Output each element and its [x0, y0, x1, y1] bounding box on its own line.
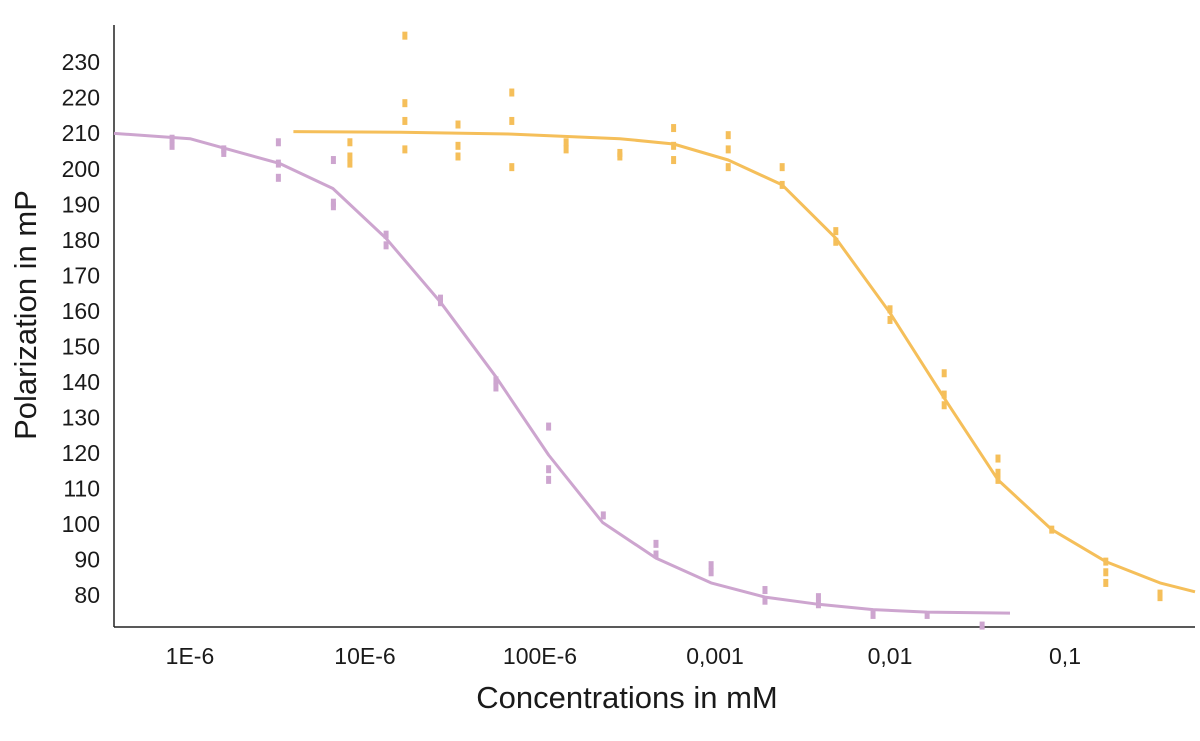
data-point [653, 539, 659, 548]
data-point [563, 145, 569, 154]
data-point [762, 596, 768, 605]
data-point [1157, 593, 1163, 602]
y-tick-label: 140 [62, 369, 100, 395]
data-point [330, 156, 336, 165]
x-tick-label: 0,1 [1049, 643, 1081, 669]
fit-curve [113, 131, 1011, 615]
data-point [455, 120, 461, 129]
data-point [671, 156, 677, 165]
y-tick-label: 180 [62, 227, 100, 253]
y-tick-label: 120 [62, 440, 100, 466]
y-axis-title: Polarization in mP [8, 190, 43, 440]
x-tick-label: 10E-6 [334, 643, 395, 669]
data-point [509, 88, 515, 97]
data-point [169, 141, 175, 150]
x-axis-title: Concentrations in mM [476, 680, 778, 715]
data-point [941, 390, 947, 399]
data-point [979, 621, 985, 630]
y-tick-label: 200 [62, 156, 100, 182]
data-point [330, 202, 336, 211]
data-point [546, 465, 552, 474]
data-point [887, 305, 893, 314]
data-point [455, 141, 461, 150]
data-point [671, 124, 677, 133]
data-point [383, 230, 389, 239]
data-point [347, 159, 353, 168]
data-point [725, 131, 731, 140]
data-point [941, 401, 947, 410]
data-point [725, 163, 731, 172]
data-point [563, 138, 569, 147]
y-tick-label: 110 [63, 476, 100, 502]
x-tick-label: 0,01 [868, 643, 913, 669]
data-point [275, 173, 281, 182]
y-tick-label: 210 [62, 120, 100, 146]
data-point [347, 138, 353, 147]
data-point [546, 475, 552, 484]
data-point [402, 145, 408, 154]
data-point [402, 31, 408, 40]
data-point [509, 163, 515, 172]
data-point [833, 227, 839, 236]
y-tick-label: 190 [62, 191, 100, 217]
y-tick-label: 100 [62, 511, 100, 537]
data-point [671, 141, 677, 150]
y-tick-label: 230 [62, 49, 100, 75]
data-point [402, 99, 408, 108]
data-point [708, 561, 714, 570]
data-point [402, 116, 408, 125]
x-tick-label: 1E-6 [166, 643, 215, 669]
data-point [493, 376, 499, 385]
data-point [995, 468, 1001, 477]
data-point [815, 593, 821, 602]
data-point [779, 163, 785, 172]
x-tick-label: 100E-6 [503, 643, 577, 669]
fit-curve [293, 130, 1196, 594]
y-tick-label: 160 [62, 298, 100, 324]
y-tick-label: 220 [62, 85, 100, 111]
data-point [617, 152, 623, 161]
y-tick-label: 150 [62, 333, 100, 359]
y-tick-label: 80 [74, 582, 100, 608]
data-point [275, 138, 281, 147]
data-point [347, 152, 353, 161]
data-point [725, 145, 731, 154]
data-point [924, 610, 930, 619]
data-point [995, 454, 1001, 463]
data-point [455, 152, 461, 161]
data-point [870, 610, 876, 619]
y-tick-label: 90 [74, 547, 100, 573]
data-point [653, 550, 659, 559]
data-point [708, 568, 714, 577]
x-tick-label: 0,001 [686, 643, 744, 669]
data-point [509, 116, 515, 125]
data-point [546, 422, 552, 431]
data-point [600, 511, 606, 520]
data-point [941, 369, 947, 378]
y-tick-label: 170 [62, 262, 100, 288]
data-point [762, 586, 768, 595]
data-point [887, 315, 893, 324]
data-point [833, 237, 839, 246]
data-point [221, 148, 227, 157]
data-point [493, 383, 499, 392]
data-point [1103, 578, 1109, 587]
data-point [383, 241, 389, 250]
data-point [1103, 568, 1109, 577]
y-tick-label: 130 [62, 405, 100, 431]
